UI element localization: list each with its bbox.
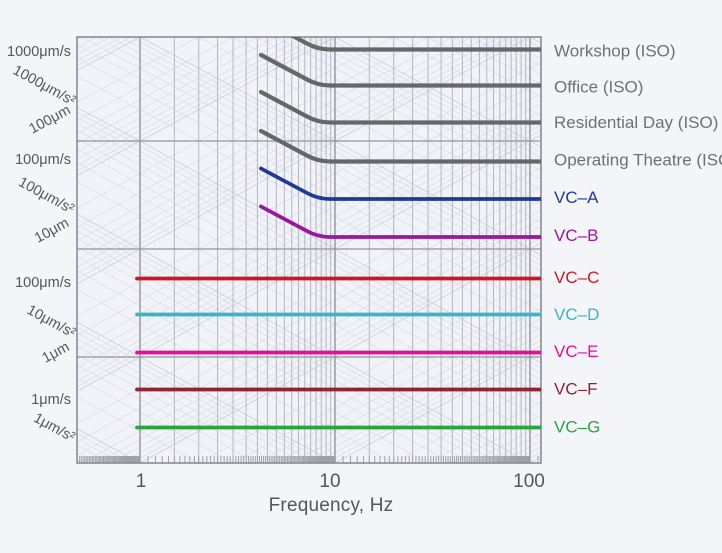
legend-label-vc-c: VC–C [554,268,599,287]
legend-label-vc-d: VC–D [554,305,599,324]
legend-label-theatre-iso: Operating Theatre (ISO) [554,150,722,169]
legend-label-vc-e: VC–E [554,342,598,361]
diagonal-gridlines-major [77,141,541,249]
y-label-acceleration-4: 1μm/s² [31,410,78,445]
x-tick-label-10: 10 [319,471,340,492]
diagonal-gridlines-major [77,357,541,463]
legend-label-workshop-iso: Workshop (ISO) [554,41,676,60]
y-label-displacement-1: 100μm [26,102,73,137]
series-line-office-iso [258,52,541,88]
y-label-displacement-2: 10μm [32,215,72,247]
y-label-velocity-4: 1μm/s [31,392,71,408]
legend-label-office-iso: Office (ISO) [554,77,643,96]
legend-label-vc-a: VC–A [554,188,599,207]
x-axis-minor-ticks [79,456,539,463]
grid-diagonals-band-1 [77,37,541,141]
series-line-theatre-iso [258,128,541,164]
series-lines [135,37,541,430]
series-line-workshop-iso [290,37,541,52]
x-axis-title: Frequency, Hz [268,495,394,516]
series-line-residential-iso [258,89,541,125]
y-label-velocity-3: 100μm/s [15,275,71,291]
y-label-displacement-3: 1μm [40,339,73,367]
y-label-velocity-2: 100μm/s [15,152,71,168]
legend-label-vc-b: VC–B [554,226,598,245]
legend-label-vc-f: VC–F [554,379,597,398]
diagonal-gridlines-major [77,249,541,357]
plot-border [76,36,542,464]
series-line-vc-a [259,166,541,201]
y-label-acceleration-3: 10μm/s² [24,302,78,341]
vertical-gridlines-minor [173,37,527,463]
y-label-acceleration-1: 1000μm/s² [10,62,78,109]
vertical-gridlines-major [139,37,531,463]
series-line-vc-b [259,204,541,239]
legend-label-vc-g: VC–G [554,417,600,436]
band-boundary-lines [77,140,541,358]
y-label-velocity-1: 1000μm/s [7,44,71,60]
diagonal-gridlines-major [77,37,541,141]
y-label-acceleration-2: 100μm/s² [16,174,77,217]
x-tick-label-100: 100 [513,471,545,492]
plot-area [77,37,541,463]
legend-label-residential-iso: Residential Day (ISO) [554,113,718,132]
x-tick-label-1: 1 [136,471,147,492]
